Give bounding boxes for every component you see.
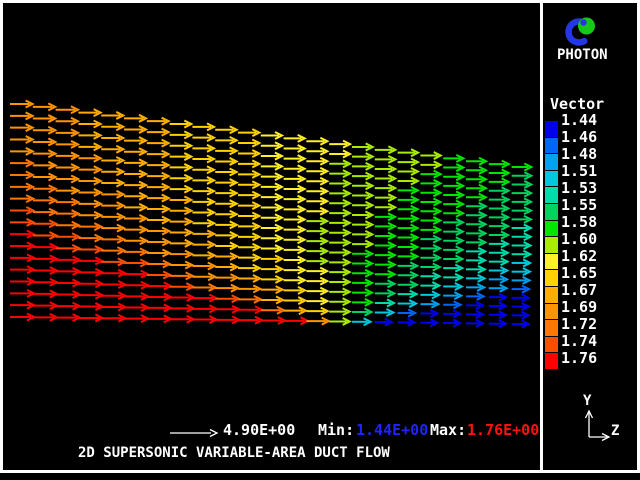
legend-value: 1.46: [561, 129, 597, 146]
logo-blue-tip: [580, 19, 586, 25]
legend-value: 1.69: [561, 299, 597, 316]
legend-swatch: [545, 138, 558, 154]
legend-value: 1.76: [561, 350, 597, 367]
legend-title: Vector: [550, 97, 604, 112]
legend-swatch: [545, 337, 558, 353]
legend-colorbar: [545, 121, 558, 370]
photon-logo-icon: [563, 11, 601, 49]
reference-arrow-icon: [168, 426, 222, 440]
legend-value: 1.72: [561, 316, 597, 333]
vector-field-plot: [0, 0, 640, 480]
min-value: 1.44E+00: [356, 423, 428, 438]
legend-value: 1.60: [561, 231, 597, 248]
logo-green-ball: [578, 18, 595, 35]
legend-swatch: [545, 237, 558, 253]
legend-value: 1.65: [561, 265, 597, 282]
max-value: 1.76E+00: [467, 423, 539, 438]
legend-value: 1.74: [561, 333, 597, 350]
photon-app-window: 4.90E+00 Min: 1.44E+00 Max: 1.76E+00 2D …: [0, 0, 640, 480]
legend-swatch: [545, 154, 558, 170]
legend-swatch: [545, 221, 558, 237]
legend-value: 1.67: [561, 282, 597, 299]
legend-value: 1.44: [561, 112, 597, 129]
legend-value: 1.55: [561, 197, 597, 214]
scale-value: 4.90E+00: [223, 423, 295, 438]
min-label: Min:: [318, 423, 354, 438]
legend-swatch: [545, 304, 558, 320]
y-axis-label: Y: [583, 394, 591, 408]
legend-swatch: [545, 287, 558, 303]
logo-wordmark: PHOTON: [557, 48, 608, 62]
legend-value: 1.53: [561, 180, 597, 197]
legend-swatch: [545, 121, 558, 137]
legend-value-list: 1.441.461.481.511.531.551.581.601.621.65…: [561, 112, 597, 367]
max-label: Max:: [430, 423, 466, 438]
plot-title: 2D SUPERSONIC VARIABLE-AREA DUCT FLOW: [78, 446, 390, 460]
legend-swatch: [545, 320, 558, 336]
legend-swatch: [545, 187, 558, 203]
legend-swatch: [545, 254, 558, 270]
legend-value: 1.58: [561, 214, 597, 231]
legend-swatch: [545, 171, 558, 187]
legend-value: 1.62: [561, 248, 597, 265]
legend-swatch: [545, 353, 558, 369]
legend-value: 1.48: [561, 146, 597, 163]
legend-swatch: [545, 270, 558, 286]
legend-swatch: [545, 204, 558, 220]
legend-value: 1.51: [561, 163, 597, 180]
z-axis-label: Z: [611, 424, 619, 438]
